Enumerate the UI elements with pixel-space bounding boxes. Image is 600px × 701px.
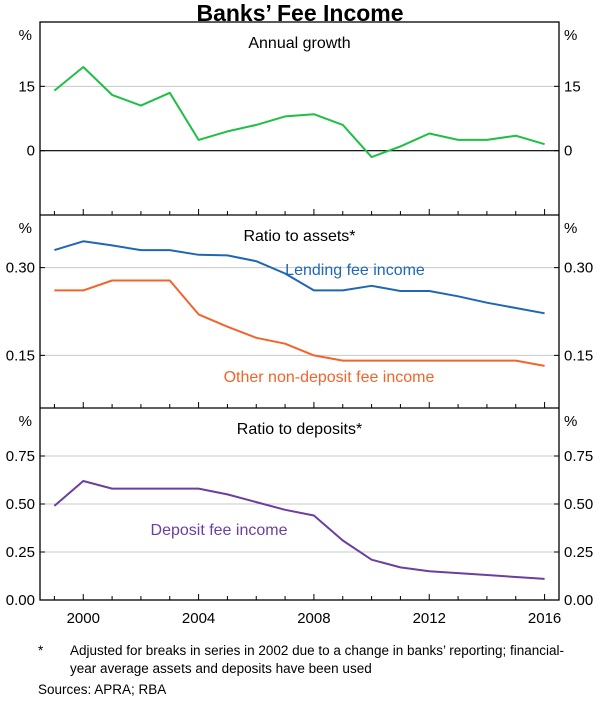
y-tick-label-right: 0.00 bbox=[564, 592, 593, 609]
series-label: Other non-deposit fee income bbox=[224, 369, 435, 386]
unit-label-left: % bbox=[19, 413, 32, 430]
x-tick-label: 2016 bbox=[528, 610, 561, 627]
y-tick-label-left: 0.15 bbox=[6, 347, 35, 364]
x-tick-label: 2000 bbox=[67, 610, 100, 627]
unit-label-right: % bbox=[564, 27, 577, 44]
panel-title: Ratio to deposits* bbox=[237, 421, 362, 438]
footnote-mark: * bbox=[38, 643, 44, 658]
y-tick-label-left: 0.30 bbox=[6, 260, 35, 277]
unit-label-right: % bbox=[564, 220, 577, 237]
y-tick-label-right: 0 bbox=[564, 143, 572, 160]
x-tick-label: 2012 bbox=[413, 610, 446, 627]
series-label: Deposit fee income bbox=[151, 522, 288, 539]
y-tick-label-left: 0.75 bbox=[6, 448, 35, 465]
series-line bbox=[54, 240, 545, 315]
chart-area: 0 0 15 15% % Annual growth 0.15 0.15 0.30 0.30% % R… bbox=[6, 21, 593, 627]
series-label: Lending fee income bbox=[285, 262, 425, 279]
sources: Sources: APRA; RBA bbox=[38, 682, 167, 697]
panel-title: Ratio to assets* bbox=[243, 228, 355, 245]
plot-frame bbox=[39, 21, 560, 601]
y-tick-label-left: 15 bbox=[18, 78, 35, 95]
y-tick-label-right: 0.75 bbox=[564, 448, 593, 465]
y-tick-label-left: 0.00 bbox=[6, 592, 35, 609]
series-line bbox=[54, 279, 545, 367]
series-line bbox=[53, 480, 545, 580]
y-tick-label-left: 0 bbox=[27, 143, 35, 160]
unit-label-left: % bbox=[19, 220, 32, 237]
y-tick-label-left: 0.25 bbox=[6, 544, 35, 561]
y-tick-label-left: 0.50 bbox=[6, 496, 35, 513]
series-line bbox=[53, 66, 545, 159]
y-tick-label-right: 15 bbox=[564, 78, 581, 95]
footnote-text: Adjusted for breaks in series in 2002 du… bbox=[70, 643, 565, 676]
unit-label-right: % bbox=[564, 413, 577, 430]
y-tick-label-right: 0.50 bbox=[564, 496, 593, 513]
x-tick-label: 2008 bbox=[297, 610, 330, 627]
y-tick-label-right: 0.30 bbox=[564, 260, 593, 277]
unit-label-left: % bbox=[19, 27, 32, 44]
y-tick-label-right: 0.25 bbox=[564, 544, 593, 561]
x-tick-label: 2004 bbox=[182, 610, 215, 627]
y-tick-label-right: 0.15 bbox=[564, 347, 593, 364]
panel-title: Annual growth bbox=[248, 35, 350, 52]
